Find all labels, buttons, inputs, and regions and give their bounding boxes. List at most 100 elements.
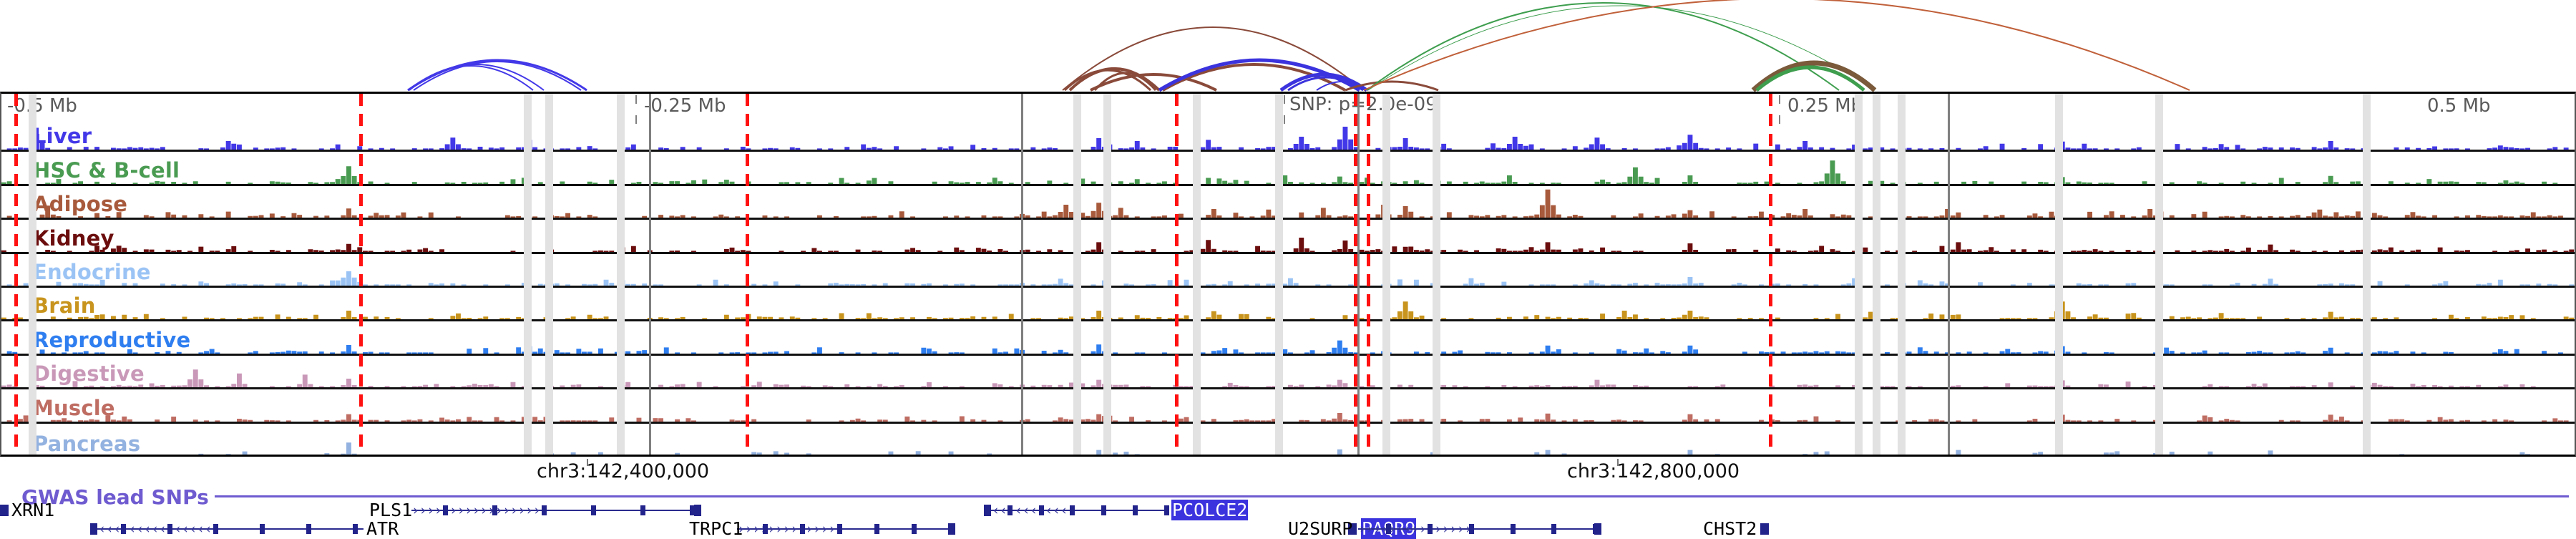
signal-histogram bbox=[6, 340, 2563, 354]
track-row[interactable]: HSC & B-cell bbox=[1, 152, 2575, 186]
track-row[interactable]: Kidney bbox=[1, 220, 2575, 254]
chromatin-interaction-arcs bbox=[0, 0, 2576, 92]
gene-exon bbox=[800, 524, 805, 534]
track-row[interactable]: Pancreas bbox=[1, 424, 2575, 455]
gene-exon bbox=[874, 524, 879, 534]
gene-body-line bbox=[737, 528, 955, 530]
interaction-arc bbox=[413, 61, 582, 91]
interaction-arc bbox=[1751, 60, 1877, 92]
position-axis: -0.5 Mb -0.25 Mb 0.25 Mb 0.5 Mb bbox=[1, 94, 2575, 124]
gene-label[interactable]: ATR bbox=[366, 518, 399, 539]
gene-exon bbox=[306, 524, 311, 534]
gene-exon bbox=[260, 524, 265, 534]
signal-histogram bbox=[6, 271, 2575, 286]
gene-exon bbox=[492, 505, 497, 515]
track-label: Brain bbox=[33, 293, 96, 319]
track-signal bbox=[1, 152, 2575, 184]
gene-row-2: ‹‹‹‹‹‹‹‹‹‹‹‹‹‹‹‹‹ATR›››››››››››››TRPC1PA… bbox=[0, 518, 2576, 539]
gene-exon bbox=[353, 524, 358, 534]
axis-tick-mark bbox=[635, 115, 637, 124]
gene-exon bbox=[1039, 505, 1044, 515]
interaction-arc bbox=[1755, 65, 1865, 92]
signal-histogram bbox=[6, 412, 2569, 422]
gene-label[interactable]: TRPC1 bbox=[689, 518, 743, 539]
gene-exon bbox=[213, 524, 218, 534]
gene-exon bbox=[591, 505, 596, 515]
gene-exon bbox=[690, 505, 695, 515]
gene-label[interactable]: PCOLCE2 bbox=[1171, 500, 1249, 520]
coordinate-tick bbox=[587, 459, 588, 466]
gene-exon bbox=[1164, 505, 1169, 515]
gene-exon bbox=[1386, 524, 1391, 534]
arc-svg bbox=[407, 0, 2190, 92]
track-row[interactable]: Digestive bbox=[1, 356, 2575, 390]
gene-body-line bbox=[411, 510, 701, 511]
signal-histogram bbox=[1, 237, 2575, 252]
gwas-lead-snps-track: GWAS lead SNPs bbox=[0, 485, 2576, 509]
track-row[interactable]: Reproductive bbox=[1, 321, 2575, 356]
axis-tick-mark bbox=[1779, 95, 1780, 104]
axis-tick-label: -0.25 Mb bbox=[644, 95, 726, 117]
gene-label[interactable]: U2SURP bbox=[1288, 518, 1353, 539]
track-signal bbox=[1, 254, 2575, 286]
gene-label[interactable]: CHST2 bbox=[1703, 518, 1757, 539]
signal-track-panel: -0.5 Mb -0.25 Mb 0.25 Mb 0.5 Mb SNP: p=2.0e… bbox=[0, 92, 2576, 457]
gene-exon bbox=[542, 505, 547, 515]
interaction-arc bbox=[409, 65, 534, 91]
gene-exon bbox=[443, 505, 448, 515]
track-signal bbox=[1, 322, 2575, 354]
axis-tick-mark bbox=[1284, 95, 1285, 104]
track-label: Kidney bbox=[33, 225, 114, 251]
snp-pvalue-label: SNP: p=2.0e-09 bbox=[1289, 94, 1438, 115]
gene-exon bbox=[1511, 524, 1516, 534]
gene-terminal-exon bbox=[1594, 523, 1601, 535]
gene-exon bbox=[1428, 524, 1433, 534]
interaction-arc bbox=[407, 59, 587, 92]
track-signal bbox=[1, 118, 2575, 150]
gene-body-line bbox=[1358, 528, 1601, 530]
track-row[interactable]: Adipose bbox=[1, 186, 2575, 220]
interaction-arc bbox=[1068, 67, 1161, 92]
track-row[interactable]: Endocrine bbox=[1, 254, 2575, 288]
gene-terminal-exon bbox=[1348, 523, 1357, 535]
interaction-arc bbox=[1366, 2, 1840, 91]
gene-strand-arrows: ‹‹‹‹‹‹‹‹‹‹‹‹‹‹‹‹‹ bbox=[92, 521, 221, 537]
gene-terminal-exon bbox=[90, 523, 97, 535]
gene-exon bbox=[837, 524, 842, 534]
axis-tick-mark bbox=[1779, 115, 1780, 124]
track-signal bbox=[1, 220, 2575, 252]
gene-strand-arrows: ››››››››››››› bbox=[738, 521, 837, 537]
gene-exon bbox=[1133, 505, 1138, 515]
gene-annotation-track: XRN1 ›››››››››››››››››› PLS1 ‹‹‹‹‹‹‹‹‹‹‹ PCO… bbox=[0, 500, 2576, 539]
gene-strand-arrows: ‹‹‹‹‹‹‹‹‹‹‹ bbox=[985, 502, 1069, 518]
gene-exon bbox=[912, 524, 917, 534]
track-row[interactable]: Liver bbox=[1, 118, 2575, 152]
gene-row-1: XRN1 ›››››››››››››››››› PLS1 ‹‹‹‹‹‹‹‹‹‹‹ PCO… bbox=[0, 500, 2576, 520]
gene-strand-arrows: ››››››››››››››› bbox=[1360, 521, 1473, 537]
coordinate-label: chr3:142,400,000 bbox=[537, 460, 710, 482]
interaction-arc bbox=[1090, 73, 1217, 92]
gene-body-line bbox=[984, 510, 1169, 511]
gene-strand-arrows: ›››››››››››››››››› bbox=[413, 502, 550, 518]
axis-tick-mark bbox=[1284, 115, 1285, 124]
gene-exon bbox=[763, 524, 768, 534]
interaction-arc bbox=[1316, 81, 1369, 91]
interaction-arc bbox=[1162, 63, 1346, 92]
signal-histogram bbox=[1, 160, 2558, 184]
track-row[interactable]: Brain bbox=[1, 288, 2575, 322]
gwas-track-line bbox=[215, 495, 2569, 497]
gene-exon bbox=[1008, 505, 1013, 515]
gene-terminal-exon bbox=[948, 523, 955, 535]
signal-histogram bbox=[198, 442, 2530, 455]
gene-label[interactable]: PLS1 bbox=[369, 500, 413, 520]
track-signal bbox=[1, 426, 2575, 455]
track-row[interactable]: Muscle bbox=[1, 389, 2575, 424]
track-label: Muscle bbox=[33, 395, 115, 420]
gene-terminal-exon bbox=[1760, 523, 1769, 535]
track-signal bbox=[1, 288, 2575, 320]
gene-body-line bbox=[90, 528, 364, 530]
gene-label[interactable]: XRN1 bbox=[11, 500, 55, 520]
gene-terminal-exon bbox=[984, 505, 991, 516]
gene-exon bbox=[1551, 524, 1556, 534]
